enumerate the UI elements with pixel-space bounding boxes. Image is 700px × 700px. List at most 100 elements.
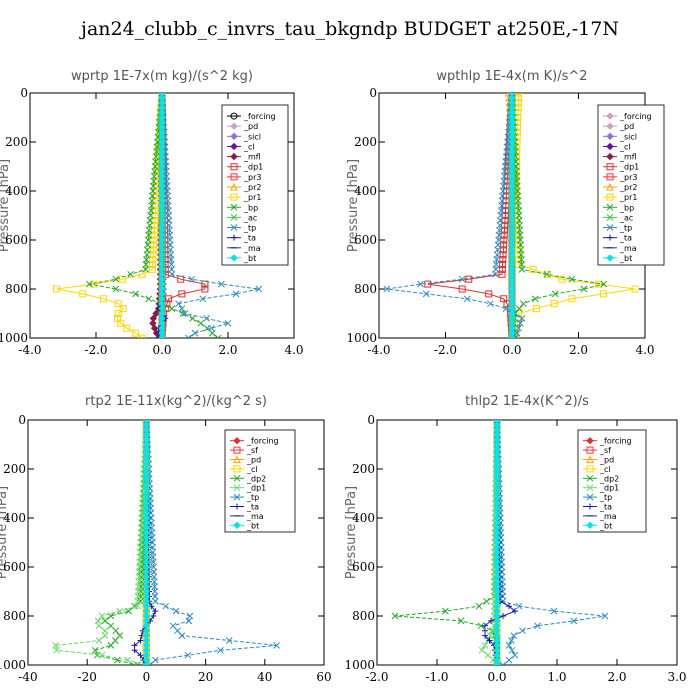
series-tp-marker bbox=[510, 632, 518, 639]
series-dp1-marker bbox=[95, 622, 103, 630]
legend: _forcing_pd_sicl_cl_mfl_dp1_pr3_pr2_pr1_… bbox=[597, 104, 665, 266]
x-tick-label: 0 bbox=[143, 670, 151, 684]
legend-tp-label: _tp bbox=[599, 493, 612, 502]
series-pr1-marker bbox=[99, 295, 107, 303]
series-tp-marker bbox=[178, 305, 186, 312]
series-pr1-marker bbox=[599, 290, 607, 298]
y-tick-label: 200 bbox=[352, 462, 375, 476]
series-dp2-marker bbox=[112, 627, 120, 635]
y-tick-label: 200 bbox=[3, 462, 26, 476]
series-bp-marker bbox=[189, 315, 196, 322]
series-tp-line bbox=[386, 93, 523, 338]
x-tick-label: -4.0 bbox=[18, 343, 41, 357]
series-tp-marker bbox=[151, 656, 159, 664]
y-tick-label: 0 bbox=[369, 86, 377, 100]
series-tp-marker bbox=[515, 602, 523, 610]
series-tp-marker bbox=[417, 280, 424, 288]
legend-forcing-label: _forcing bbox=[599, 437, 632, 446]
y-axis-label: Pressure [hPa] bbox=[0, 486, 10, 579]
legend-dp2-marker bbox=[233, 474, 241, 482]
series-bp-marker bbox=[515, 305, 523, 312]
legend-dp2-label: _dp2 bbox=[599, 474, 619, 483]
series-pr1-marker bbox=[532, 305, 540, 313]
series-tp-marker bbox=[601, 612, 609, 620]
series-pr1-marker bbox=[151, 216, 159, 224]
series-tp-marker bbox=[505, 656, 513, 664]
legend-dp1-label: _dp1 bbox=[619, 163, 639, 172]
legend-ac-marker bbox=[230, 214, 238, 221]
series-bt bbox=[493, 420, 501, 665]
series-dp1-marker bbox=[177, 275, 185, 283]
series-bp-line bbox=[89, 93, 219, 338]
x-tick-label: 3.0 bbox=[667, 670, 686, 684]
series-bp-marker bbox=[112, 285, 120, 293]
series-dp2-line bbox=[394, 420, 498, 665]
legend-pr1-label: _pr1 bbox=[619, 193, 637, 202]
legend-pr3-marker bbox=[606, 173, 614, 181]
y-tick-label: 1000 bbox=[346, 331, 377, 345]
series-pr1-marker bbox=[529, 265, 537, 273]
series-bp-marker bbox=[519, 300, 527, 308]
series-tp-marker bbox=[493, 420, 501, 424]
legend-ta-marker bbox=[607, 234, 613, 241]
series-bt-marker bbox=[508, 334, 516, 338]
series-pr1-marker bbox=[149, 246, 157, 254]
series-bp-marker bbox=[531, 295, 539, 303]
legend-ac-label: _ac bbox=[619, 213, 633, 222]
y-tick-label: 600 bbox=[5, 233, 28, 247]
series-tp-marker bbox=[570, 617, 578, 625]
series-ta-marker bbox=[152, 608, 159, 615]
series-bt bbox=[508, 93, 516, 338]
x-tick-label: 40 bbox=[257, 670, 272, 684]
x-tick-label: -2.0 bbox=[84, 343, 107, 357]
series-dp2-marker bbox=[137, 593, 144, 600]
legend-pr1-marker bbox=[606, 193, 614, 201]
legend-dp1-marker bbox=[230, 163, 238, 171]
series-tp-marker bbox=[516, 319, 524, 327]
y-tick-label: 0 bbox=[20, 86, 28, 100]
series-tp-marker bbox=[191, 329, 199, 337]
series-dp1 bbox=[158, 93, 209, 338]
series-dp1-marker bbox=[499, 261, 507, 268]
series-pr1-marker bbox=[79, 290, 87, 298]
series-tp-marker bbox=[188, 275, 196, 283]
panel-title: wprtp 1E-7x(m kg)/(s^2 kg) bbox=[71, 69, 253, 84]
series-tp-marker bbox=[492, 270, 499, 278]
series-pr1-marker bbox=[148, 265, 156, 273]
y-tick-label: 800 bbox=[354, 282, 377, 296]
series-ta-marker bbox=[506, 603, 512, 610]
legend-tp-marker bbox=[233, 493, 241, 501]
series-dp2-marker bbox=[93, 651, 101, 659]
legend-bt-marker bbox=[606, 254, 614, 262]
series-pr1-marker bbox=[118, 275, 126, 283]
series-tp-marker bbox=[513, 329, 521, 337]
x-tick-label: -1.0 bbox=[425, 670, 448, 684]
legend-cl-label: _cl bbox=[246, 465, 258, 474]
y-axis-label: Pressure [hPa] bbox=[346, 159, 361, 252]
series-bp-marker bbox=[568, 275, 576, 283]
legend-mfl-marker bbox=[606, 152, 614, 161]
y-tick-label: 600 bbox=[354, 233, 377, 247]
legend-ma-label: _ma bbox=[619, 244, 637, 253]
legend-forcing-marker bbox=[230, 112, 238, 120]
series-bp-marker bbox=[112, 275, 120, 283]
series-pr1-marker bbox=[150, 241, 158, 249]
legend-forcing-label: _forcing bbox=[243, 112, 276, 121]
series-tp-marker bbox=[185, 334, 192, 338]
series-bp-marker bbox=[543, 270, 551, 278]
series-tp-marker bbox=[422, 290, 430, 298]
series-tp-marker bbox=[499, 661, 507, 665]
series-bp-marker bbox=[86, 280, 93, 288]
series-pr1-marker bbox=[594, 280, 602, 288]
legend-cl-label: _cl bbox=[599, 465, 611, 474]
legend-dp2-marker bbox=[586, 474, 594, 482]
series-bt-marker bbox=[493, 661, 501, 665]
series-dp1-marker bbox=[501, 212, 509, 219]
series-dp1-marker bbox=[489, 627, 497, 635]
series-ta-marker bbox=[500, 613, 506, 619]
series-dp1-marker bbox=[101, 627, 109, 635]
legend-dp1-marker bbox=[586, 484, 594, 492]
legend-ac-marker bbox=[606, 214, 614, 221]
series-dp1-marker bbox=[499, 251, 507, 259]
series-dp2-marker bbox=[131, 602, 138, 610]
